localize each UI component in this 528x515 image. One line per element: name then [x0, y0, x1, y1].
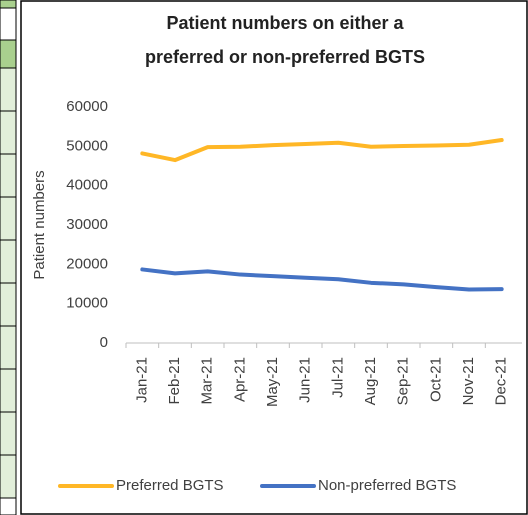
y-tick-label: 20000 — [66, 255, 108, 272]
y-axis-label: Patient numbers — [31, 170, 48, 279]
x-tick-label: Oct-21 — [427, 357, 444, 402]
x-tick-label: Jul-21 — [329, 357, 346, 398]
chart-title: preferred or non-preferred BGTS — [145, 47, 425, 67]
legend-label: Preferred BGTS — [116, 477, 224, 494]
x-tick-label: Nov-21 — [460, 357, 477, 405]
x-tick-label: Mar-21 — [199, 357, 216, 405]
x-tick-label: Jan-21 — [133, 357, 150, 403]
x-tick-label: Feb-21 — [166, 357, 183, 405]
x-tick-label: May-21 — [264, 357, 281, 407]
y-tick-label: 10000 — [66, 295, 108, 312]
x-tick-label: Apr-21 — [231, 357, 248, 402]
y-tick-label: 0 — [100, 334, 108, 351]
series-line — [140, 138, 504, 163]
x-tick-label: Jun-21 — [297, 357, 314, 403]
legend-label: Non-preferred BGTS — [318, 477, 456, 494]
y-tick-label: 50000 — [66, 137, 108, 154]
chart-title: Patient numbers on either a — [166, 13, 404, 33]
table-fragment — [0, 0, 17, 515]
chart-frame — [20, 0, 528, 515]
x-tick-label: Sep-21 — [395, 357, 412, 405]
x-tick-label: Aug-21 — [362, 357, 379, 405]
y-tick-label: 60000 — [66, 98, 108, 115]
series-line — [140, 267, 504, 292]
x-tick-label: Dec-21 — [493, 357, 510, 405]
y-tick-label: 30000 — [66, 216, 108, 233]
y-tick-label: 40000 — [66, 177, 108, 194]
